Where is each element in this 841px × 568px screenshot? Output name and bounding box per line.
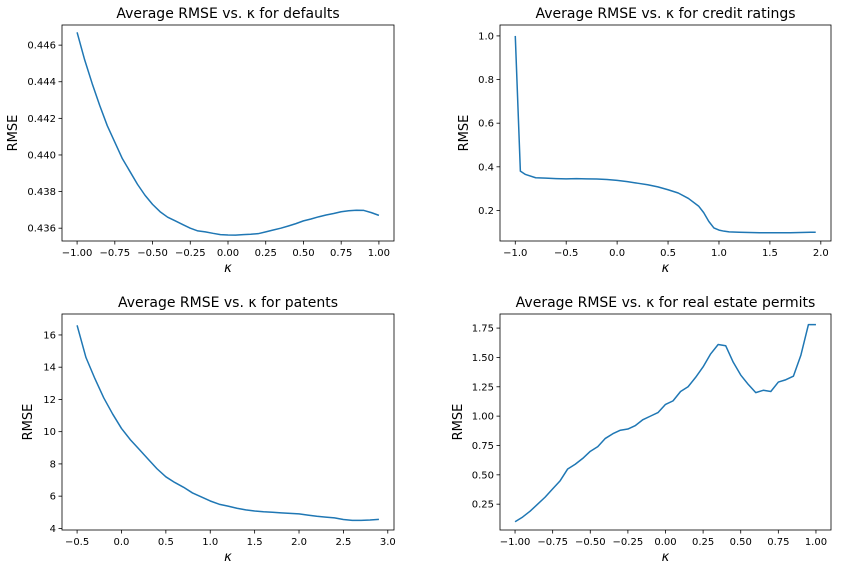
x-tick-label: −0.25 xyxy=(175,248,206,259)
x-tick-label: 0.25 xyxy=(692,537,714,548)
series-line xyxy=(76,325,379,522)
y-axis-label: RMSE xyxy=(451,404,466,441)
axes-frame xyxy=(61,313,395,531)
x-tick-label: −0.25 xyxy=(613,537,644,548)
chart-title: Average RMSE vs. κ for patents xyxy=(118,295,338,311)
y-tick-label: 0.442 xyxy=(27,114,56,125)
x-tick-label: −1.00 xyxy=(500,537,531,548)
x-tick-label: 1.0 xyxy=(202,537,218,548)
y-tick-label: 0.440 xyxy=(27,150,56,161)
y-tick-label: 1.00 xyxy=(472,412,494,423)
x-tick-label: −0.50 xyxy=(575,537,606,548)
x-tick-label: 0.0 xyxy=(609,248,625,259)
chart-title: Average RMSE vs. κ for real estate permi… xyxy=(516,295,816,311)
y-tick-label: 16 xyxy=(43,330,56,341)
subplot-1: Average RMSE vs. κ for defaults −1.00 −0.7… xyxy=(6,6,395,276)
y-tick-label: 0.436 xyxy=(27,224,56,235)
y-axis-label: RMSE xyxy=(457,115,472,152)
x-tick-label: 1.5 xyxy=(762,248,778,259)
x-tick-label: 0.50 xyxy=(292,248,314,259)
x-axis-label: κ xyxy=(662,261,670,276)
x-tick-label: 0.5 xyxy=(660,248,676,259)
chart-title: Average RMSE vs. κ for defaults xyxy=(116,6,339,22)
series-line xyxy=(514,323,816,523)
y-tick-label: 12 xyxy=(43,395,56,406)
subplot-3: Average RMSE vs. κ for patents −0.5 0.0 0.5… xyxy=(21,295,396,565)
axes-frame xyxy=(499,24,832,242)
x-tick-label: 0.50 xyxy=(730,537,752,548)
x-tick-label: −0.50 xyxy=(137,248,168,259)
x-tick-label: 0.0 xyxy=(114,537,130,548)
chart-title: Average RMSE vs. κ for credit ratings xyxy=(535,6,795,22)
x-axis-label: κ xyxy=(224,261,232,276)
y-tick-label: 1.25 xyxy=(472,382,494,393)
x-axis-label: κ xyxy=(224,550,232,565)
y-tick-label: 0.446 xyxy=(27,41,56,52)
x-tick-label: 1.5 xyxy=(247,537,263,548)
y-tick-label: 0.75 xyxy=(472,441,494,452)
y-tick-label: 0.2 xyxy=(478,206,494,217)
y-tick-label: 0.25 xyxy=(472,500,494,511)
y-tick-label: 0.6 xyxy=(478,119,494,130)
x-tick-label: −0.5 xyxy=(65,537,89,548)
y-tick-label: 1.50 xyxy=(472,353,494,364)
series-line xyxy=(514,35,816,234)
subplot-2: Average RMSE vs. κ for credit ratings −1.… xyxy=(457,6,832,276)
y-tick-label: 4 xyxy=(50,524,56,535)
y-tick-label: 0.4 xyxy=(478,162,494,173)
y-tick-label: 1.0 xyxy=(478,31,494,42)
x-tick-label: −0.75 xyxy=(99,248,130,259)
x-tick-label: −1.0 xyxy=(503,248,527,259)
x-tick-label: 0.25 xyxy=(255,248,277,259)
x-tick-label: 2.5 xyxy=(335,537,351,548)
x-tick-label: 2.0 xyxy=(291,537,307,548)
y-tick-label: 1.75 xyxy=(472,324,494,335)
x-axis-label: κ xyxy=(662,550,670,565)
x-tick-label: 0.75 xyxy=(330,248,352,259)
series-line xyxy=(76,32,380,236)
y-tick-label: 6 xyxy=(50,492,56,503)
x-tick-label: −1.00 xyxy=(62,248,93,259)
subplot-4: Average RMSE vs. κ for real estate permi… xyxy=(451,295,832,565)
x-tick-label: 2.0 xyxy=(813,248,829,259)
y-tick-label: 0.438 xyxy=(27,187,56,198)
y-tick-label: 14 xyxy=(43,363,56,374)
x-tick-label: 0.00 xyxy=(654,537,676,548)
y-tick-label: 8 xyxy=(50,459,56,470)
x-tick-label: 1.00 xyxy=(368,248,390,259)
y-tick-label: 0.8 xyxy=(478,75,494,86)
x-tick-label: 0.00 xyxy=(217,248,239,259)
y-axis-label: RMSE xyxy=(6,115,21,152)
x-tick-label: −0.75 xyxy=(537,537,568,548)
y-tick-label: 0.444 xyxy=(27,77,56,88)
x-tick-label: 1.00 xyxy=(805,537,827,548)
axes-frame xyxy=(499,313,832,531)
y-axis-label: RMSE xyxy=(21,404,36,441)
x-tick-label: 1.0 xyxy=(711,248,727,259)
y-tick-label: 10 xyxy=(43,427,56,438)
x-tick-label: 0.5 xyxy=(158,537,174,548)
axes-frame xyxy=(61,24,395,242)
x-tick-label: −0.5 xyxy=(554,248,578,259)
y-tick-label: 0.50 xyxy=(472,470,494,481)
x-tick-label: 0.75 xyxy=(767,537,789,548)
x-tick-label: 3.0 xyxy=(380,537,396,548)
